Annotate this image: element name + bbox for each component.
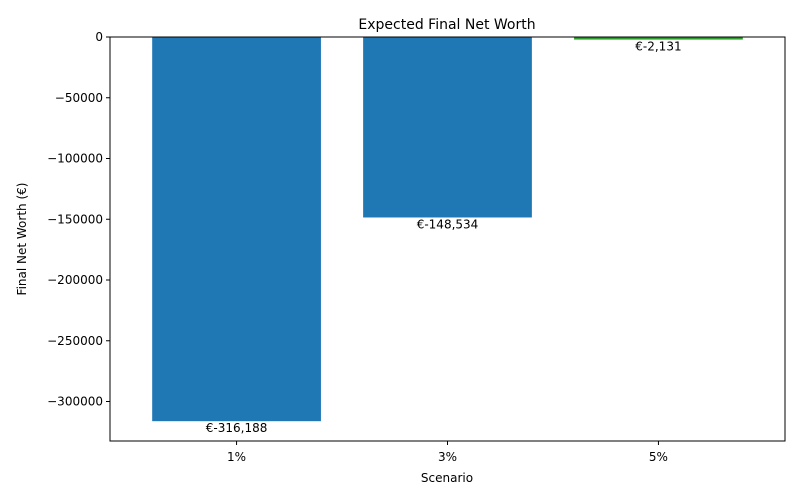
y-tick-label-5: −200000 [47,273,103,287]
y-axis-label: Final Net Worth (€) [15,183,29,296]
data-label-3: €-2,131 [635,40,681,54]
bars-layer [152,37,743,422]
bar-3 [574,37,743,40]
bar-1 [152,37,321,422]
x-tick-label-2: 3% [438,450,457,464]
data-label-1: €-316,188 [206,421,268,435]
y-tick-label-1: 0 [95,30,103,44]
plot-frame [109,36,786,442]
x-axis-label: Scenario [421,471,473,485]
chart-title: Expected Final Net Worth [358,17,535,33]
y-tick-label-7: −300000 [47,395,103,409]
data-label-2: €-148,534 [417,217,479,231]
y-tick-label-4: −150000 [47,212,103,226]
x-tick-label-1: 1% [227,450,246,464]
y-tick-label-2: −50000 [55,91,103,105]
y-axis: 0 −50000 −100000 −150000 −200000 −250000 −3000… [47,30,110,409]
bar-2 [363,37,532,218]
y-tick-label-6: −250000 [47,334,103,348]
x-axis: 1% 3% 5% [227,441,668,464]
y-tick-label-3: −100000 [47,152,103,166]
data-labels-layer: €-316,188 €-148,534 €-2,131 [206,40,682,436]
x-tick-label-3: 5% [649,450,668,464]
